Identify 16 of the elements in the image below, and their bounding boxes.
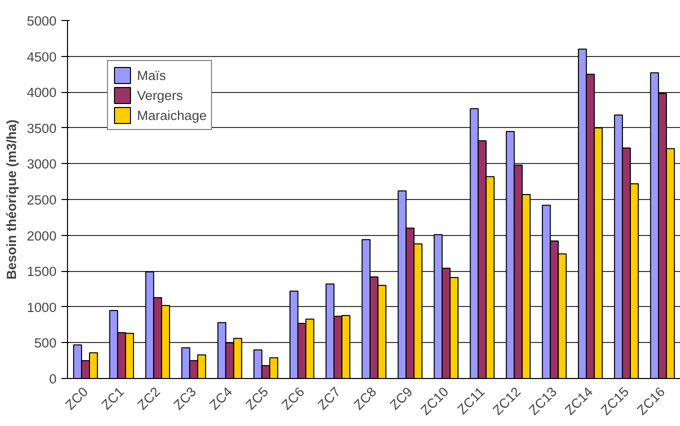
y-axis-title: Besoin théorique (m3/ha) — [4, 120, 19, 280]
legend-label: Maïs — [137, 68, 166, 82]
y-tick-label: 2000 — [26, 228, 57, 244]
y-tick-label: 500 — [34, 336, 57, 351]
y-tick-label: 3000 — [26, 156, 57, 172]
y-tick-label: 2500 — [26, 192, 57, 208]
y-tick-label: 1500 — [26, 264, 57, 280]
legend-label: Vergers — [137, 88, 183, 102]
y-tick-label: 4000 — [26, 85, 57, 100]
y-tick-label: 3500 — [26, 120, 57, 136]
legend-label: Maraichage — [137, 108, 207, 122]
x-tick-label: ZC1 — [98, 384, 127, 413]
y-tick-label: 5000 — [26, 14, 57, 28]
y-tick-label: 4500 — [26, 49, 57, 64]
y-tick-label: 1000 — [26, 300, 57, 315]
y-tick-label: 0 — [49, 372, 57, 386]
